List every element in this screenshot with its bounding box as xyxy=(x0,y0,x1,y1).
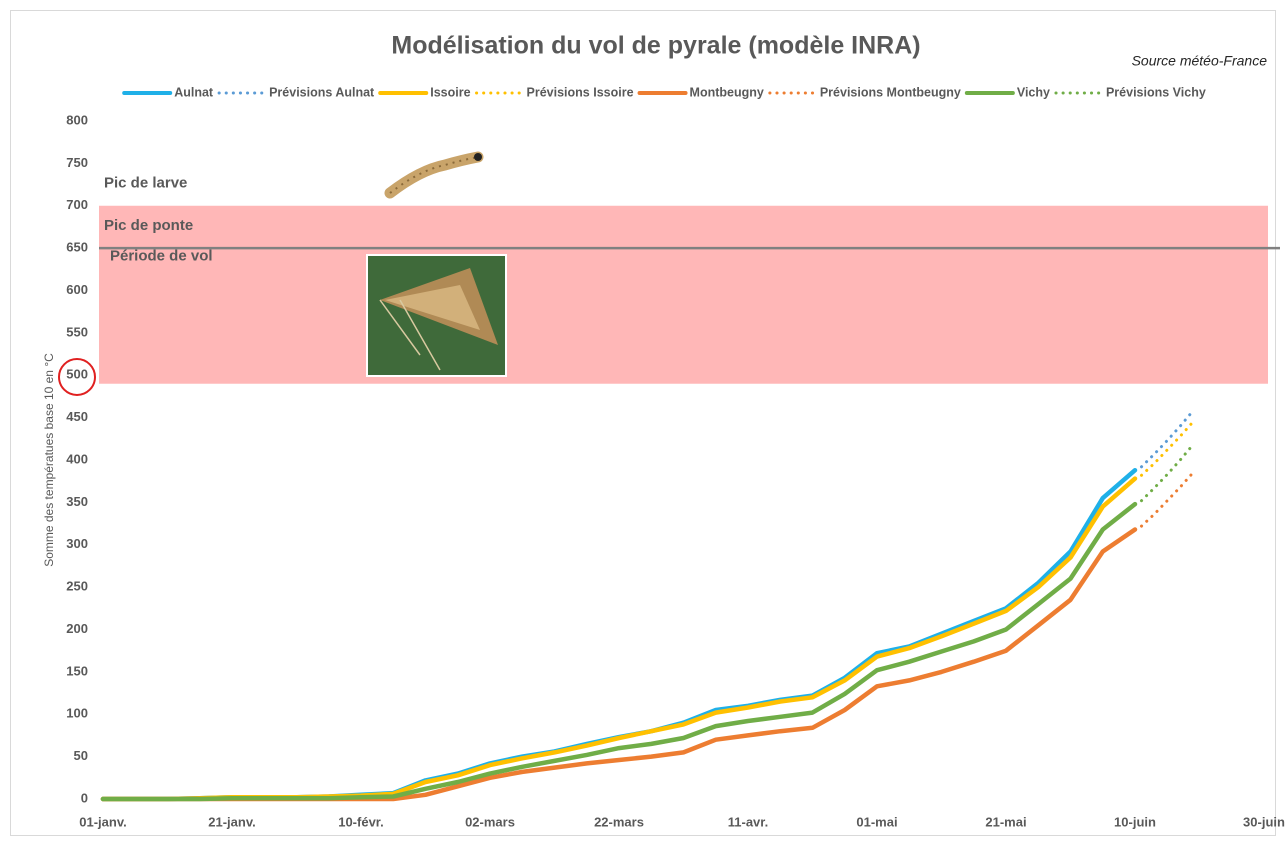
x-tick-label: 21-mai xyxy=(985,814,1026,829)
x-tick-label: 22-mars xyxy=(594,814,644,829)
x-tick-label: 02-mars xyxy=(465,814,515,829)
forecast-line xyxy=(1140,471,1195,528)
moth-antennae xyxy=(379,299,441,371)
y-tick-label: 450 xyxy=(66,409,88,424)
y-tick-label: 500 xyxy=(66,367,88,382)
y-tick-label: 800 xyxy=(66,112,88,127)
x-tick-label: 11-avr. xyxy=(728,814,769,829)
y-tick-label: 100 xyxy=(66,706,88,721)
y-tick-label: 150 xyxy=(66,663,88,678)
y-tick-label: 750 xyxy=(66,155,88,170)
legend-label: Prévisions Vichy xyxy=(1106,85,1206,99)
x-tick-label: 10-juin xyxy=(1114,814,1156,829)
legend-label: Issoire xyxy=(430,85,470,99)
legend-label: Aulnat xyxy=(174,85,214,99)
legend-label: Prévisions Issoire xyxy=(527,85,634,99)
highlight-circle xyxy=(58,358,96,396)
forecast-line xyxy=(1140,420,1195,477)
series-line xyxy=(100,501,1138,802)
y-tick-label: 350 xyxy=(66,494,88,509)
y-axis-title: Somme des températues base 10 en °C xyxy=(42,353,56,567)
y-tick-label: 400 xyxy=(66,451,88,466)
x-tick-label: 01-mai xyxy=(856,814,897,829)
chart-title: Modélisation du vol de pyrale (modèle IN… xyxy=(391,32,920,60)
caterpillar-head xyxy=(474,153,482,161)
moth-wing-pattern xyxy=(385,285,480,330)
y-tick-label: 250 xyxy=(66,579,88,594)
forecast-line xyxy=(1140,409,1195,469)
band-layer xyxy=(99,205,1268,384)
marker-label: Pic de ponte xyxy=(104,217,193,234)
legend-label: Prévisions Montbeugny xyxy=(820,85,961,99)
y-tick-label: 200 xyxy=(66,621,88,636)
band-label: Période de vol xyxy=(110,248,213,265)
x-tick-label: 01-janv. xyxy=(79,814,126,829)
legend: Aulnat Prévisions Aulnat Issoire Prévisions… xyxy=(122,85,1206,99)
y-tick-label: 650 xyxy=(66,240,88,255)
legend-label: Montbeugny xyxy=(690,85,764,99)
x-tick-label: 21-janv. xyxy=(208,814,255,829)
caterpillar-image xyxy=(384,151,484,199)
marker-label: Pic de larve xyxy=(104,175,187,192)
y-tick-label: 600 xyxy=(66,282,88,297)
x-tick-label: 30-juin xyxy=(1243,814,1285,829)
chart-border xyxy=(10,10,1276,836)
y-tick-label: 0 xyxy=(81,790,88,805)
y-tick-label: 50 xyxy=(74,748,88,763)
caterpillar-body xyxy=(384,151,484,199)
chart-subtitle: Source météo-France xyxy=(1132,53,1268,69)
legend-label: Prévisions Aulnat xyxy=(269,85,375,99)
moth-image xyxy=(366,254,507,377)
y-tick-label: 700 xyxy=(66,197,88,212)
forecast-line xyxy=(1140,443,1195,503)
legend-label: Vichy xyxy=(1017,85,1050,99)
y-tick-label: 550 xyxy=(66,324,88,339)
flight-period-band xyxy=(99,205,1268,384)
y-tick-label: 300 xyxy=(66,536,88,551)
x-tick-label: 10-févr. xyxy=(338,814,384,829)
